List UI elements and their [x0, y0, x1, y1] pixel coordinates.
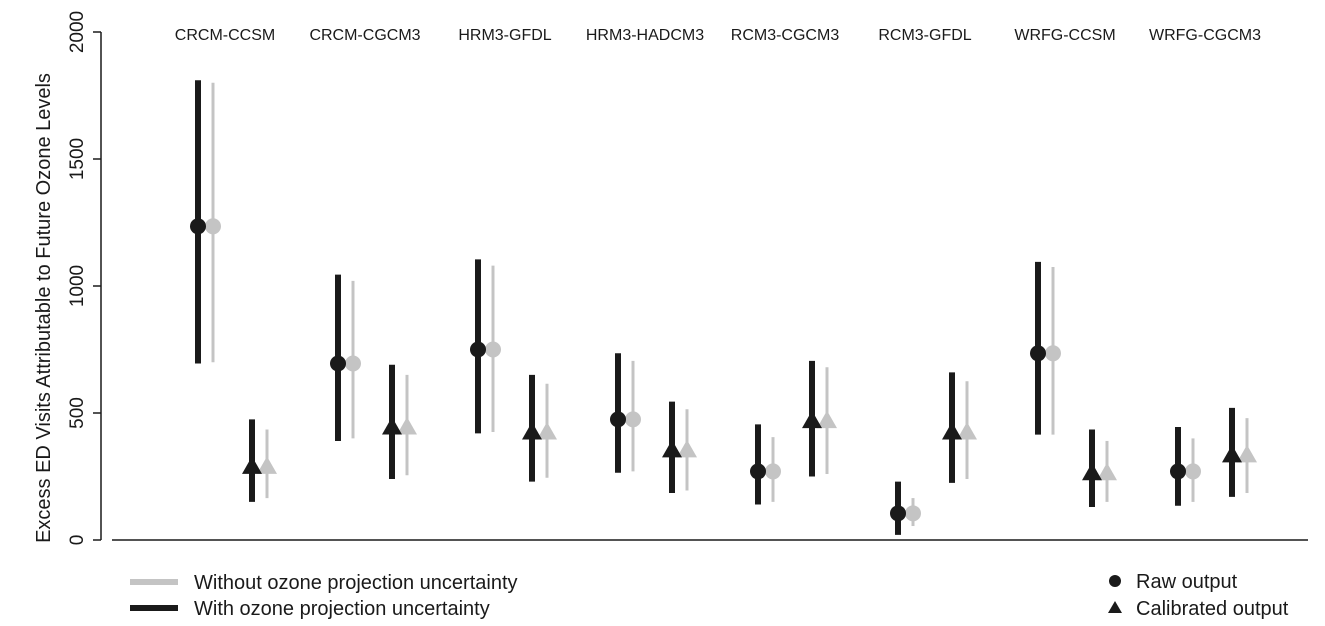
raw-point-without-uncertainty [765, 463, 781, 480]
point-markers [190, 218, 1257, 522]
y-axis: 0 500 1000 1500 2000 [67, 11, 102, 546]
raw-point-with-uncertainty [1030, 345, 1046, 362]
calibrated-point-without-uncertainty [957, 422, 977, 440]
category-labels: CRCM-CCSM CRCM-CGCM3 HRM3-GFDL HRM3-HADCM3 R… [175, 27, 1261, 44]
calibrated-point-with-uncertainty [1082, 462, 1102, 481]
category-label: RCM3-CGCM3 [731, 27, 840, 44]
legend-triangle-marker [1108, 601, 1122, 613]
category-label: CRCM-CGCM3 [309, 27, 420, 44]
legend-line-label: Without ozone projection uncertainty [194, 572, 518, 594]
y-tick-label: 1500 [67, 138, 88, 180]
calibrated-point-without-uncertainty [677, 439, 697, 458]
y-tick-label: 1000 [67, 265, 88, 307]
interval-bars [195, 80, 1249, 535]
calibrated-point-with-uncertainty [802, 410, 822, 429]
raw-point-with-uncertainty [470, 341, 486, 358]
raw-point-with-uncertainty [750, 463, 766, 480]
legend-marker-label: Calibrated output [1136, 598, 1289, 620]
y-tick-label: 2000 [67, 11, 88, 53]
legend-marker-label: Raw output [1136, 571, 1238, 593]
legend-circle-marker [1109, 575, 1121, 587]
calibrated-point-without-uncertainty [1237, 444, 1257, 463]
calibrated-point-without-uncertainty [397, 416, 417, 435]
calibrated-point-with-uncertainty [942, 422, 962, 440]
calibrated-point-without-uncertainty [257, 456, 277, 474]
category-label: CRCM-CCSM [175, 27, 275, 44]
raw-point-without-uncertainty [205, 218, 221, 235]
raw-point-with-uncertainty [190, 218, 206, 235]
raw-point-with-uncertainty [610, 411, 626, 428]
calibrated-point-without-uncertainty [1097, 462, 1117, 481]
raw-point-without-uncertainty [345, 355, 361, 372]
calibrated-point-without-uncertainty [537, 422, 557, 440]
raw-point-with-uncertainty [1170, 463, 1186, 480]
category-label: HRM3-HADCM3 [586, 27, 704, 44]
raw-point-without-uncertainty [1185, 463, 1201, 480]
y-tick-label: 0 [67, 535, 88, 546]
calibrated-point-with-uncertainty [242, 456, 262, 474]
calibrated-point-with-uncertainty [382, 416, 402, 435]
legend: Without ozone projection uncertainty With… [130, 571, 1289, 620]
raw-point-without-uncertainty [1045, 345, 1061, 362]
category-label: WRFG-CCSM [1014, 27, 1115, 44]
category-label: WRFG-CGCM3 [1149, 27, 1261, 44]
y-tick-label: 500 [67, 397, 88, 429]
calibrated-point-with-uncertainty [1222, 444, 1242, 463]
raw-point-with-uncertainty [890, 505, 906, 522]
raw-point-without-uncertainty [625, 411, 641, 428]
calibrated-point-without-uncertainty [817, 410, 837, 429]
calibrated-point-with-uncertainty [662, 439, 682, 458]
category-label: RCM3-GFDL [878, 27, 971, 44]
raw-point-without-uncertainty [905, 505, 921, 522]
raw-point-with-uncertainty [330, 355, 346, 372]
y-axis-label: Excess ED Visits Attributable to Future … [33, 73, 55, 543]
raw-point-without-uncertainty [485, 341, 501, 358]
calibrated-point-with-uncertainty [522, 422, 542, 440]
legend-line-label: With ozone projection uncertainty [194, 598, 490, 620]
category-label: HRM3-GFDL [458, 27, 551, 44]
